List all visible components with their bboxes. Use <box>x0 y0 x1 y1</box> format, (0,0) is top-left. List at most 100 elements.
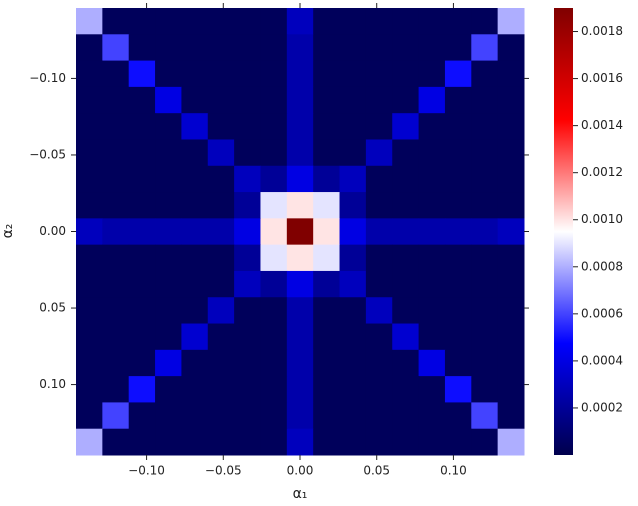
heatmap-cell <box>286 428 314 456</box>
heatmap-cell <box>76 297 103 325</box>
heatmap-cell <box>339 8 367 35</box>
heatmap-cell <box>365 297 393 325</box>
heatmap-cell <box>76 402 103 430</box>
heatmap-cell <box>418 218 446 246</box>
heatmap-cell <box>471 349 499 377</box>
heatmap-cell <box>444 192 472 219</box>
colorbar-tick-label: 0.0018 <box>581 24 623 38</box>
heatmap-cell <box>471 402 499 430</box>
heatmap-cell <box>365 376 393 403</box>
heatmap-cell <box>102 192 130 219</box>
heatmap-cell <box>392 244 420 272</box>
heatmap-cell <box>181 376 209 403</box>
heatmap-cell <box>286 192 314 219</box>
heatmap-cell <box>102 428 130 456</box>
heatmap-cell <box>76 60 103 88</box>
heatmap-cell <box>181 270 209 298</box>
heatmap-cell <box>102 270 130 298</box>
heatmap-cell <box>471 428 499 456</box>
heatmap-cell <box>207 8 235 35</box>
heatmap-cell <box>365 165 393 193</box>
heatmap-cell <box>181 192 209 219</box>
heatmap-cell <box>418 86 446 114</box>
heatmap-cell <box>155 34 182 62</box>
heatmap-cell <box>471 192 499 219</box>
heatmap-cell <box>418 376 446 403</box>
heatmap-cell <box>313 244 341 272</box>
heatmap-cell <box>392 34 420 62</box>
heatmap-cell <box>207 218 235 246</box>
heatmap-cell <box>471 323 499 351</box>
heatmap-cell <box>339 270 367 298</box>
heatmap-cell <box>286 297 314 325</box>
heatmap-cell <box>207 244 235 272</box>
heatmap-cell <box>497 218 525 246</box>
heatmap-cell <box>76 376 103 403</box>
heatmap-cell <box>339 244 367 272</box>
heatmap-cell <box>181 165 209 193</box>
heatmap-cell <box>155 323 182 351</box>
heatmap-cell <box>260 86 288 114</box>
heatmap-cell <box>260 376 288 403</box>
heatmap-cell <box>76 8 103 35</box>
heatmap-cell <box>128 192 156 219</box>
heatmap-cell <box>181 139 209 167</box>
heatmap-cell <box>339 113 367 140</box>
heatmap-cell <box>286 244 314 272</box>
heatmap-cell <box>392 402 420 430</box>
heatmap-cell <box>286 139 314 167</box>
heatmap-cell <box>181 349 209 377</box>
heatmap-cell <box>128 323 156 351</box>
heatmap-cell <box>76 113 103 140</box>
heatmap-cell <box>392 297 420 325</box>
heatmap-cell <box>313 8 341 35</box>
heatmap-cell <box>155 218 182 246</box>
heatmap-cell <box>234 165 261 193</box>
heatmap-cell <box>181 402 209 430</box>
heatmap-cell <box>102 376 130 403</box>
heatmap-cell <box>392 376 420 403</box>
heatmap-cell <box>234 192 261 219</box>
heatmap-cell <box>339 165 367 193</box>
heatmap-cell <box>365 34 393 62</box>
heatmap-cell <box>76 192 103 219</box>
heatmap-cell <box>234 139 261 167</box>
heatmap-cell <box>418 270 446 298</box>
heatmap-cell <box>260 60 288 88</box>
heatmap-cell <box>155 270 182 298</box>
heatmap-cell <box>102 60 130 88</box>
heatmap-cell <box>234 402 261 430</box>
heatmap-cell <box>102 86 130 114</box>
colorbar-tick-label: 0.0012 <box>581 165 623 179</box>
heatmap-cell <box>497 270 525 298</box>
heatmap-cell <box>207 323 235 351</box>
heatmap-cell <box>365 8 393 35</box>
heatmap-cell <box>286 402 314 430</box>
heatmap-cell <box>260 323 288 351</box>
heatmap-cell <box>128 165 156 193</box>
heatmap-cell <box>418 402 446 430</box>
heatmap-cell <box>444 270 472 298</box>
heatmap-cell <box>260 139 288 167</box>
heatmap-cell <box>207 139 235 167</box>
y-tick-label: 0.10 <box>39 377 66 391</box>
heatmap-cell <box>181 86 209 114</box>
heatmap-cell <box>260 270 288 298</box>
heatmap-cell <box>471 218 499 246</box>
heatmap-cell <box>365 113 393 140</box>
heatmap-cell <box>128 270 156 298</box>
heatmap-cell <box>339 34 367 62</box>
heatmap-cell <box>392 8 420 35</box>
heatmap-cell <box>128 60 156 88</box>
heatmap-cell <box>76 270 103 298</box>
heatmap-cell <box>286 165 314 193</box>
heatmap-cell <box>207 165 235 193</box>
heatmap-cell <box>207 349 235 377</box>
heatmap-cell <box>313 428 341 456</box>
y-tick-label: −0.05 <box>29 147 66 161</box>
heatmap-cell <box>339 192 367 219</box>
heatmap-cell <box>234 270 261 298</box>
colorbar-tick-label: 0.0016 <box>581 71 623 85</box>
heatmap-cell <box>128 218 156 246</box>
